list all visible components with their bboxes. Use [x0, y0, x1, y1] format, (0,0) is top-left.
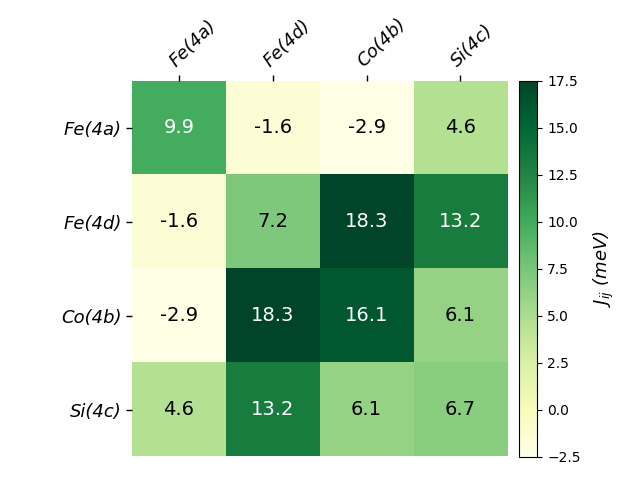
Text: 4.6: 4.6	[445, 119, 476, 137]
Text: 6.1: 6.1	[445, 306, 476, 325]
Text: 13.2: 13.2	[251, 400, 294, 419]
Text: 7.2: 7.2	[257, 212, 288, 231]
Text: 18.3: 18.3	[251, 306, 294, 325]
Text: 9.9: 9.9	[163, 119, 195, 137]
Y-axis label: $J_{ij}$ (meV): $J_{ij}$ (meV)	[592, 230, 616, 307]
Text: 18.3: 18.3	[345, 212, 388, 231]
Text: 6.7: 6.7	[445, 400, 476, 419]
Text: 4.6: 4.6	[163, 400, 195, 419]
Text: -2.9: -2.9	[160, 306, 198, 325]
Text: -2.9: -2.9	[348, 119, 386, 137]
Text: 6.1: 6.1	[351, 400, 382, 419]
Text: -1.6: -1.6	[160, 212, 198, 231]
Text: 13.2: 13.2	[439, 212, 482, 231]
Text: -1.6: -1.6	[253, 119, 292, 137]
Text: 16.1: 16.1	[345, 306, 388, 325]
